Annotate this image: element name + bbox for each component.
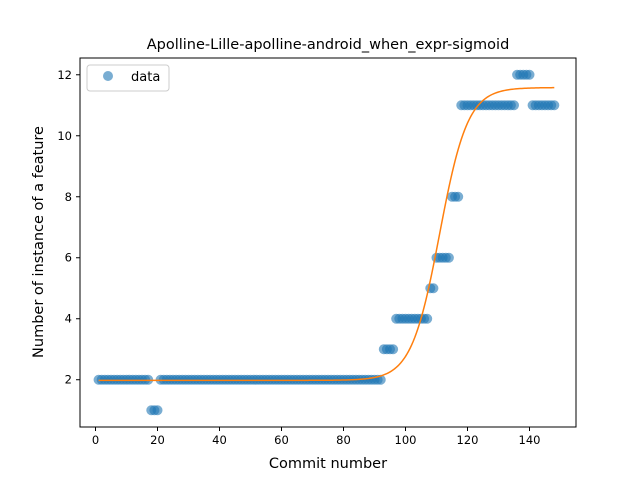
- x-tick-label: 140: [519, 433, 541, 447]
- x-tick-label: 100: [395, 433, 417, 447]
- x-tick-label: 60: [274, 433, 289, 447]
- legend-marker-data: [103, 71, 113, 81]
- data-point: [428, 283, 439, 294]
- y-axis-ticks: 2 4 6 8 10 12: [57, 68, 80, 387]
- legend: data: [86, 64, 170, 92]
- y-tick-label: 6: [65, 251, 72, 265]
- fit-curve: [98, 86, 555, 382]
- y-tick-label: 4: [65, 312, 72, 326]
- chart-title: Apolline-Lille-apolline-android_when_exp…: [147, 37, 510, 53]
- data-point: [549, 100, 560, 111]
- y-axis-label: Number of instance of a feature: [31, 126, 47, 358]
- x-tick-label: 0: [92, 433, 99, 447]
- data-point: [509, 100, 519, 111]
- y-tick-label: 10: [57, 129, 72, 143]
- plot-frame: [79, 57, 577, 428]
- x-tick-label: 20: [150, 433, 165, 447]
- data-point: [453, 191, 464, 202]
- x-tick-label: 40: [212, 433, 227, 447]
- x-axis-label: Commit number: [269, 456, 387, 472]
- data-point: [152, 405, 163, 416]
- data-point: [422, 313, 433, 324]
- x-tick-label: 80: [336, 433, 351, 447]
- data-point: [388, 344, 399, 355]
- legend-label-data: data: [131, 70, 160, 85]
- y-tick-label: 12: [57, 68, 72, 82]
- data-point: [443, 252, 454, 263]
- fit-layer: [98, 86, 555, 382]
- x-tick-label: 120: [457, 433, 479, 447]
- plot-area: [80, 58, 576, 427]
- x-axis-ticks: 0 20 40 60 80 100 120 140: [92, 427, 541, 447]
- y-tick-label: 2: [65, 373, 72, 387]
- data-layer: [93, 69, 560, 416]
- y-tick-label: 8: [65, 190, 72, 204]
- data-point: [524, 69, 535, 80]
